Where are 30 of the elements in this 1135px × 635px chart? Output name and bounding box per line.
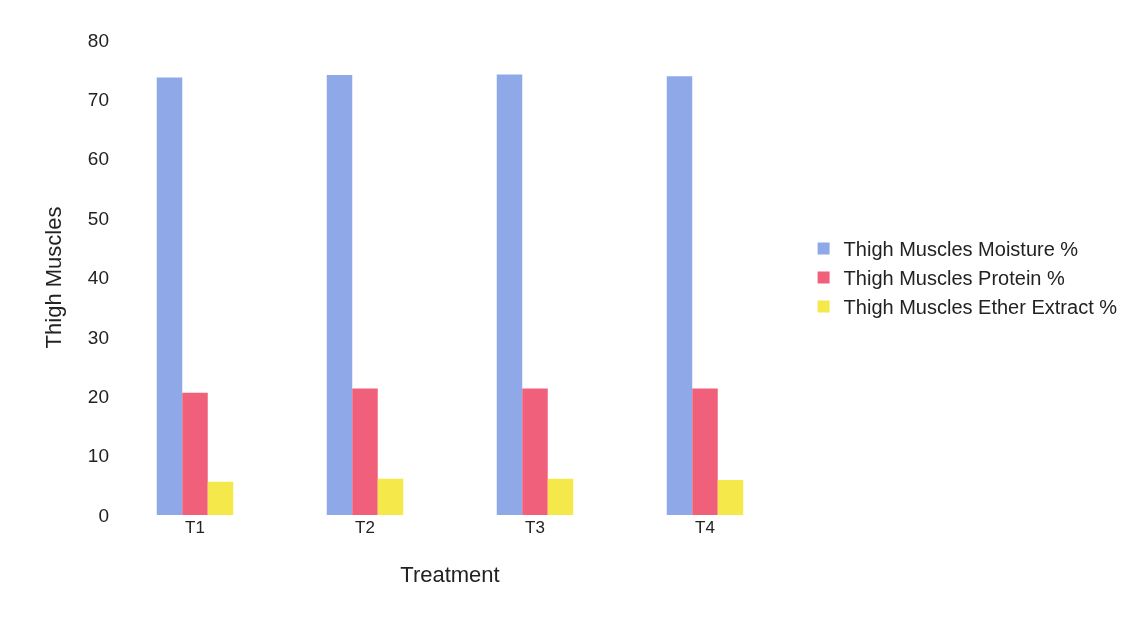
legend-label: Thigh Muscles Moisture % — [843, 238, 1079, 261]
y-tick-label: 40 — [87, 267, 109, 289]
y-tick-label: 20 — [87, 385, 109, 407]
x-tick-label: T3 — [525, 518, 545, 537]
x-tick-label: T2 — [355, 518, 375, 537]
legend-label: Thigh Muscles Ether Extract % — [843, 296, 1118, 319]
bar — [522, 388, 548, 515]
bar — [182, 392, 208, 515]
bar — [326, 75, 353, 515]
bar — [717, 479, 744, 515]
x-tick-label: T4 — [695, 518, 715, 537]
y-tick-label: 50 — [87, 207, 109, 229]
bar — [156, 77, 183, 515]
x-axis-title: Treatment — [400, 561, 500, 587]
y-axis-title: Thigh Muscles — [40, 206, 66, 349]
bar — [547, 478, 574, 515]
legend-label: Thigh Muscles Protein % — [843, 267, 1066, 290]
bar — [377, 478, 404, 515]
bar — [666, 76, 693, 515]
y-tick-label: 70 — [87, 89, 109, 111]
y-tick-label: 10 — [87, 445, 109, 467]
bar — [496, 74, 523, 515]
y-tick-label: 30 — [87, 326, 109, 348]
y-tick-label: 80 — [87, 29, 109, 51]
y-tick-label: 60 — [87, 148, 109, 170]
bar — [352, 388, 378, 515]
y-tick-label: 0 — [98, 504, 109, 526]
bar — [692, 388, 718, 515]
bar — [207, 481, 234, 515]
x-tick-label: T1 — [185, 518, 205, 537]
